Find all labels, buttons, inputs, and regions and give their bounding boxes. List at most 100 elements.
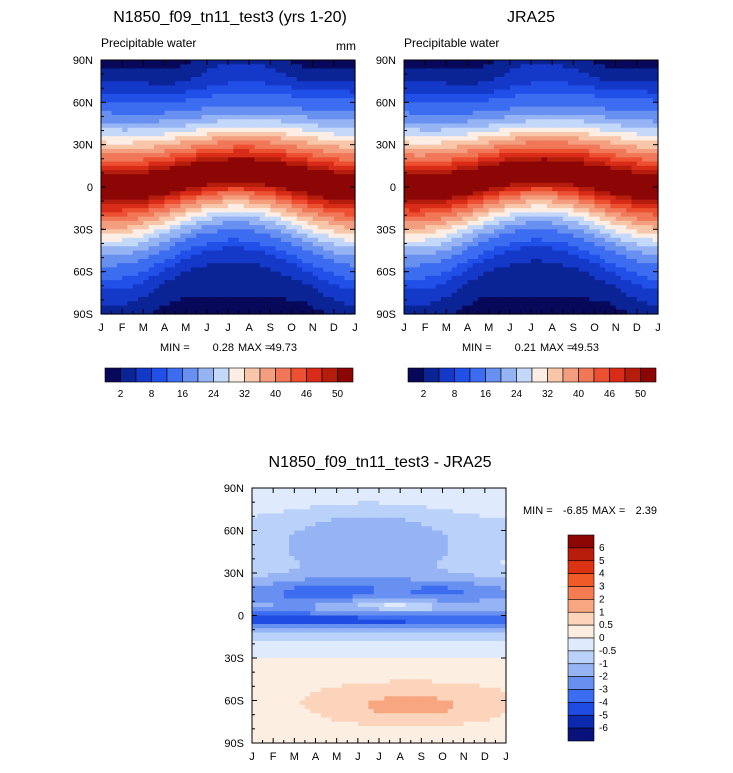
obs-cell xyxy=(552,85,559,91)
obs-cell xyxy=(552,165,559,171)
model-cell xyxy=(317,220,324,226)
obs-cell xyxy=(541,153,548,158)
obs-cell xyxy=(615,203,622,209)
obs-cell xyxy=(599,187,606,192)
obs-cell xyxy=(404,123,410,129)
model-cell xyxy=(190,161,197,167)
obs-cell xyxy=(583,220,590,226)
model-cell xyxy=(196,72,203,78)
model-cell xyxy=(175,178,181,184)
model-cell xyxy=(212,271,219,277)
obs-cell xyxy=(488,203,495,209)
model-cell xyxy=(312,102,319,108)
obs-cell xyxy=(568,85,574,91)
model-cell xyxy=(212,178,219,184)
model-cell xyxy=(317,309,324,315)
model-cell xyxy=(159,98,166,103)
model-cell xyxy=(111,203,118,209)
obs-cell xyxy=(435,144,442,150)
model-cell xyxy=(196,220,203,226)
model-cell xyxy=(122,203,129,209)
obs-cell xyxy=(478,85,484,91)
model-cell xyxy=(228,119,234,125)
model-cell xyxy=(175,220,181,226)
model-cell xyxy=(127,115,134,120)
model-cell xyxy=(138,85,144,91)
model-cell xyxy=(265,148,271,154)
obs-cell xyxy=(636,119,643,125)
model-cell xyxy=(243,216,250,222)
obs-cell xyxy=(541,64,548,70)
obs-cell xyxy=(631,98,638,103)
obs-cell xyxy=(488,216,495,222)
model-cell xyxy=(101,280,107,285)
obs-cell xyxy=(472,191,479,197)
obs-cell xyxy=(589,64,596,70)
model-cell xyxy=(222,237,229,243)
model-cell xyxy=(238,254,245,260)
model-cell xyxy=(243,153,250,158)
obs-cell xyxy=(419,191,426,197)
model-cell xyxy=(138,195,144,201)
model-cell xyxy=(275,225,282,230)
obs-cell xyxy=(636,161,643,167)
model-cell xyxy=(201,64,208,70)
obs-cell xyxy=(636,98,643,103)
model-cell xyxy=(333,102,340,108)
obs-cell xyxy=(493,136,500,142)
obs-cell xyxy=(578,98,585,103)
obs-cell xyxy=(409,148,416,154)
model-cell xyxy=(201,220,208,226)
obs-cell xyxy=(509,203,516,209)
model-cell xyxy=(111,174,118,180)
model-cell xyxy=(180,212,187,218)
model-cell xyxy=(296,275,303,281)
model-cell xyxy=(138,72,144,78)
obs-cell xyxy=(642,187,649,192)
obs-cell xyxy=(430,140,437,146)
obs-cell xyxy=(652,68,659,74)
model-cell xyxy=(238,191,245,197)
obs-cell xyxy=(578,115,585,120)
obs-cell xyxy=(488,98,495,103)
model-cell xyxy=(302,220,308,226)
model-cell xyxy=(238,140,245,146)
model-cell xyxy=(265,140,271,146)
model-cell xyxy=(116,280,123,285)
obs-cell xyxy=(425,148,432,154)
obs-cell xyxy=(536,191,543,197)
model-cell xyxy=(116,250,123,256)
obs-cell xyxy=(605,131,611,137)
obs-cell xyxy=(509,98,516,103)
model-cell xyxy=(302,119,308,125)
obs-cell xyxy=(636,81,643,86)
model-cell xyxy=(153,305,160,311)
model-cell xyxy=(127,131,134,137)
model-cell xyxy=(206,85,213,91)
model-cell xyxy=(344,237,351,243)
obs-cell xyxy=(409,178,416,184)
obs-cell xyxy=(578,148,585,154)
model-cell xyxy=(190,267,197,273)
obs-cell xyxy=(515,72,522,78)
obs-cell xyxy=(562,212,569,218)
model-cell xyxy=(148,182,155,188)
obs-cell xyxy=(589,131,596,137)
model-cell xyxy=(106,170,113,175)
model-cell xyxy=(228,106,234,112)
obs-cell xyxy=(536,110,543,116)
model-cell xyxy=(275,237,282,243)
model-cell xyxy=(259,81,266,86)
model-cell xyxy=(302,136,308,142)
model-cell xyxy=(344,267,351,273)
obs-cell xyxy=(414,98,421,103)
obs-cell xyxy=(425,216,432,222)
model-cell xyxy=(111,229,118,235)
obs-cell xyxy=(456,229,463,235)
model-cell xyxy=(233,178,240,184)
obs-cell xyxy=(483,76,490,82)
model-cell xyxy=(243,242,250,247)
model-cell xyxy=(212,144,219,150)
obs-cell xyxy=(419,127,426,133)
model-cell xyxy=(323,212,330,218)
